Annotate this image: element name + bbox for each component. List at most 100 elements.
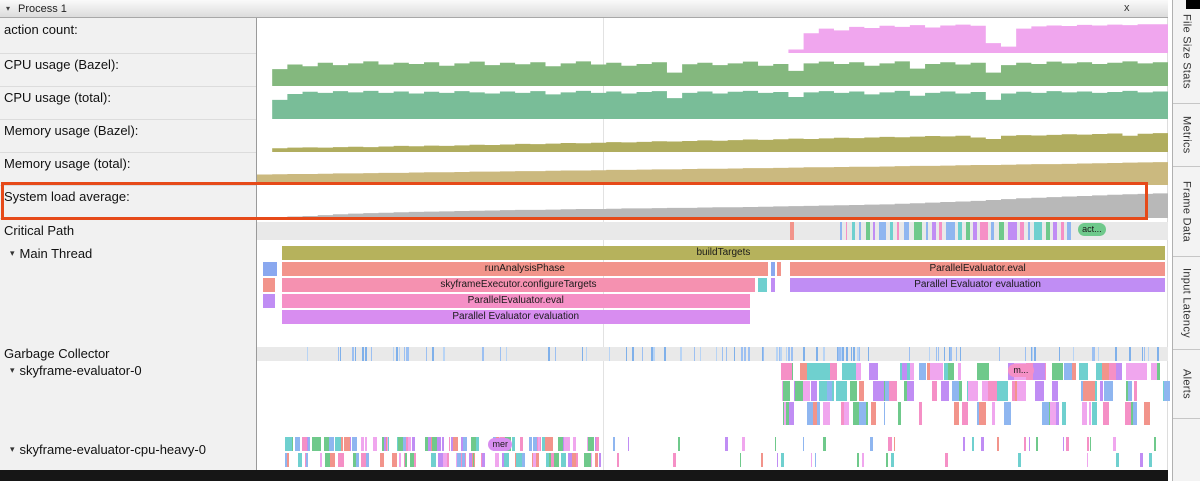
- trace-event-tick[interactable]: [1072, 347, 1075, 361]
- trace-event-tick[interactable]: [1082, 363, 1089, 380]
- trace-event-tick[interactable]: [891, 453, 895, 467]
- trace-event-tick[interactable]: [946, 363, 955, 380]
- trace-event-tick[interactable]: [778, 347, 781, 361]
- trace-event-tick[interactable]: [816, 347, 818, 361]
- trace-event-tick[interactable]: [1097, 347, 1100, 361]
- trace-event-tick[interactable]: [774, 437, 777, 451]
- trace-event-tick[interactable]: [473, 453, 475, 467]
- trace-event-tick[interactable]: [940, 381, 950, 401]
- trace-event-tick[interactable]: [627, 437, 630, 451]
- trace-event-tick[interactable]: [354, 347, 357, 361]
- trace-event-tick[interactable]: [991, 222, 994, 240]
- trace-event-tick[interactable]: [781, 381, 784, 401]
- trace-event-tick[interactable]: [811, 381, 817, 401]
- trace-event-tick[interactable]: [612, 437, 615, 451]
- trace-event-tick[interactable]: [1020, 222, 1025, 240]
- trace-event-tick[interactable]: [788, 402, 795, 425]
- side-tab-input-latency[interactable]: Input Latency: [1173, 257, 1200, 350]
- trace-event-tick[interactable]: [822, 381, 825, 401]
- trace-event-tick[interactable]: [853, 402, 860, 425]
- trace-event-tick[interactable]: [314, 437, 321, 451]
- trace-event-tick[interactable]: [1017, 453, 1021, 467]
- trace-event-tick[interactable]: [548, 437, 553, 451]
- trace-event-tick[interactable]: [888, 437, 892, 451]
- trace-event-tick[interactable]: [286, 453, 289, 467]
- trace-event-tick[interactable]: [960, 347, 962, 361]
- trace-event-tick[interactable]: [1087, 437, 1089, 451]
- trace-event-tick[interactable]: [908, 347, 910, 361]
- trace-event-tick[interactable]: [365, 347, 367, 361]
- skyframe-evaluator-0-row[interactable]: [257, 402, 1168, 425]
- trace-event-tick[interactable]: [897, 402, 901, 425]
- trace-event-tick[interactable]: [897, 222, 900, 240]
- trace-event-tick[interactable]: [958, 222, 963, 240]
- trace-event-tick[interactable]: [371, 347, 373, 361]
- trace-event-tick[interactable]: [1053, 222, 1057, 240]
- trace-event-tick[interactable]: [844, 402, 850, 425]
- trace-event-tick[interactable]: [325, 453, 330, 467]
- trace-event-tick[interactable]: [306, 347, 308, 361]
- trace-event-tick[interactable]: [406, 347, 408, 361]
- trace-event-tick[interactable]: [823, 347, 825, 361]
- flame-slice[interactable]: [777, 262, 782, 276]
- trace-event-tick[interactable]: [360, 453, 367, 467]
- trace-event-tick[interactable]: [1008, 402, 1012, 425]
- trace-event-tick[interactable]: [1115, 453, 1119, 467]
- trace-event-tick[interactable]: [724, 437, 728, 451]
- trace-event-tick[interactable]: [545, 453, 550, 467]
- trace-event-tick[interactable]: [868, 347, 870, 361]
- trace-event-tick[interactable]: [1164, 381, 1171, 401]
- trace-event-tick[interactable]: [862, 453, 864, 467]
- trace-event-tick[interactable]: [1064, 363, 1072, 380]
- trace-event-tick[interactable]: [879, 222, 887, 240]
- skyframe-evaluator-cpu-heavy-0-row[interactable]: [257, 453, 1168, 467]
- trace-event-tick[interactable]: [1045, 222, 1051, 240]
- trace-event-tick[interactable]: [573, 437, 577, 451]
- trace-event-tick[interactable]: [1027, 222, 1031, 240]
- trace-event-tick[interactable]: [859, 402, 867, 425]
- memory-usage-bazel-chart[interactable]: [257, 123, 1168, 152]
- trace-event-tick[interactable]: [1115, 347, 1117, 361]
- trace-event-tick[interactable]: [572, 453, 577, 467]
- trace-event-tick[interactable]: [1131, 402, 1137, 425]
- trace-event-tick[interactable]: [951, 381, 961, 401]
- trace-event-tick[interactable]: [837, 347, 839, 361]
- trace-event-tick[interactable]: [354, 453, 359, 467]
- trace-event-tick[interactable]: [1099, 381, 1104, 401]
- trace-event-tick[interactable]: [1052, 381, 1059, 401]
- trace-event-tick[interactable]: [680, 347, 682, 361]
- trace-event-tick[interactable]: [1129, 347, 1131, 361]
- trace-event-tick[interactable]: [734, 347, 736, 361]
- trace-event-tick[interactable]: [694, 347, 696, 361]
- trace-event-tick[interactable]: [285, 453, 289, 467]
- trace-event-tick[interactable]: [872, 381, 884, 401]
- trace-event-tick[interactable]: [739, 453, 741, 467]
- trace-event-tick[interactable]: [905, 381, 915, 401]
- trace-event-tick[interactable]: [721, 347, 723, 361]
- trace-event-tick[interactable]: [407, 347, 409, 361]
- trace-event-tick[interactable]: [826, 381, 833, 401]
- trace-event-tick[interactable]: [551, 453, 555, 467]
- trace-event-tick[interactable]: [840, 402, 845, 425]
- trace-event-tick[interactable]: [1101, 363, 1112, 380]
- trace-event-tick[interactable]: [548, 347, 550, 361]
- trace-event-tick[interactable]: [398, 437, 405, 451]
- trace-event-tick[interactable]: [888, 381, 897, 401]
- trace-event-tick[interactable]: [532, 437, 538, 451]
- trace-event-tick[interactable]: [1079, 363, 1084, 380]
- trace-event-tick[interactable]: [780, 453, 785, 467]
- trace-event-tick[interactable]: [1094, 381, 1098, 401]
- trace-event-tick[interactable]: [800, 363, 810, 380]
- trace-event-tick[interactable]: [955, 347, 957, 361]
- trace-event-tick[interactable]: [786, 347, 788, 361]
- trace-event-tick[interactable]: [716, 347, 718, 361]
- trace-event-tick[interactable]: [1012, 381, 1015, 401]
- trace-event-tick[interactable]: [1086, 453, 1089, 467]
- trace-event-tick[interactable]: [1066, 437, 1069, 451]
- trace-event-tick[interactable]: [462, 453, 466, 467]
- trace-event-tick[interactable]: [998, 347, 1000, 361]
- trace-event-tick[interactable]: [312, 437, 314, 451]
- trace-event-tick[interactable]: [1082, 402, 1087, 425]
- trace-event-tick[interactable]: [779, 347, 782, 361]
- trace-event-tick[interactable]: [1126, 363, 1137, 380]
